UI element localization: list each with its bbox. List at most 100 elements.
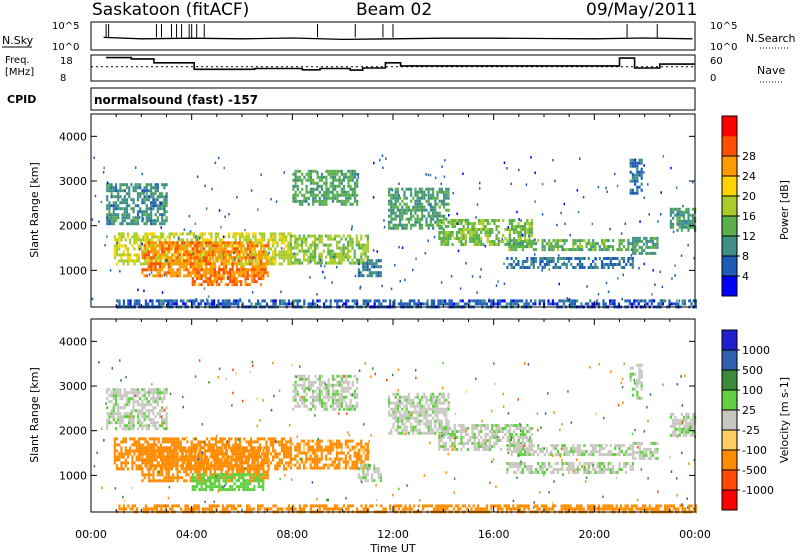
data-cell: [128, 192, 131, 196]
data-cell: [163, 204, 166, 208]
data-cell: [329, 190, 332, 194]
data-cell: [161, 247, 164, 251]
data-cell: [471, 234, 474, 237]
data-cell: [156, 244, 159, 248]
data-cell: [581, 266, 584, 269]
data-cell: [449, 231, 452, 234]
data-cell: [141, 213, 144, 217]
data-cell: [205, 470, 208, 474]
data-cell: [131, 464, 134, 468]
data-cell: [603, 263, 606, 266]
data-cell: [537, 266, 540, 269]
data-cell: [359, 287, 361, 290]
data-cell: [432, 205, 435, 209]
data-cell: [318, 196, 321, 200]
data-cell: [668, 302, 671, 306]
data-cell: [606, 190, 608, 193]
data-cell: [450, 302, 453, 306]
data-cell: [153, 235, 156, 239]
data-cell: [218, 271, 221, 275]
data-cell: [331, 249, 334, 253]
data-cell: [312, 199, 315, 203]
data-cell: [161, 222, 164, 226]
data-cell: [183, 479, 186, 483]
data-cell: [167, 479, 170, 483]
data-cell: [132, 397, 135, 401]
data-cell: [120, 461, 123, 465]
data-cell: [218, 253, 221, 257]
data-cell: [412, 205, 415, 209]
data-cell: [256, 259, 259, 263]
data-cell: [427, 223, 430, 227]
data-cell: [108, 415, 111, 419]
data-cell: [147, 470, 151, 474]
data-cell: [194, 262, 197, 266]
data-cell: [239, 299, 242, 303]
data-cell: [528, 231, 531, 234]
data-cell: [398, 194, 400, 197]
data-cell: [473, 237, 476, 240]
data-cell: [246, 461, 250, 465]
data-cell: [196, 274, 199, 278]
data-cell: [121, 198, 124, 202]
data-cell: [254, 259, 257, 263]
data-cell: [338, 299, 341, 303]
data-cell: [285, 449, 288, 453]
data-cell: [150, 479, 153, 483]
data-cell: [654, 251, 657, 255]
data-cell: [221, 440, 224, 444]
data-cell: [436, 217, 439, 221]
data-cell: [366, 268, 369, 272]
data-cell: [355, 234, 358, 238]
data-cell: [121, 183, 124, 187]
data-cell: [152, 397, 155, 401]
data-cell: [517, 242, 520, 246]
data-cell: [246, 244, 250, 248]
data-cell: [146, 232, 149, 236]
data-cell: [543, 248, 546, 252]
data-cell: [235, 265, 239, 269]
data-cell: [187, 455, 190, 459]
data-cell: [220, 259, 223, 263]
data-cell: [158, 479, 162, 483]
data-cell: [176, 256, 179, 260]
data-cell: [567, 257, 571, 260]
data-cell: [200, 244, 203, 248]
data-cell: [312, 302, 315, 306]
data-cell: [172, 455, 175, 459]
data-cell: [213, 302, 216, 306]
data-cell: [548, 260, 551, 263]
data-cell: [108, 421, 111, 425]
data-cell: [464, 228, 467, 231]
data-cell: [292, 178, 295, 182]
data-cell: [256, 437, 259, 441]
data-cell: [194, 470, 197, 474]
data-cell: [141, 467, 144, 471]
data-cell: [136, 192, 140, 196]
data-cell: [672, 216, 675, 220]
data-cell: [525, 299, 528, 303]
data-cell: [153, 440, 156, 444]
data-cell: [495, 234, 498, 237]
data-cell: [532, 266, 535, 269]
data-cell: [296, 299, 299, 303]
data-cell: [228, 262, 231, 266]
data-cell: [415, 257, 417, 261]
data-cell: [296, 246, 299, 250]
data-cell: [357, 271, 360, 275]
data-cell: [128, 400, 131, 404]
data-cell: [167, 455, 170, 459]
data-cell: [534, 242, 538, 246]
data-cell: [165, 204, 168, 208]
data-cell: [235, 470, 239, 474]
data-cell: [356, 181, 359, 185]
data-cell: [209, 455, 212, 459]
data-cell: [532, 263, 535, 266]
data-cell: [578, 245, 582, 249]
data-cell: [617, 302, 620, 306]
data-cell: [124, 449, 127, 453]
data-cell: [146, 238, 149, 242]
data-cell: [161, 291, 164, 294]
data-cell: [246, 467, 250, 471]
data-cell: [131, 443, 134, 447]
